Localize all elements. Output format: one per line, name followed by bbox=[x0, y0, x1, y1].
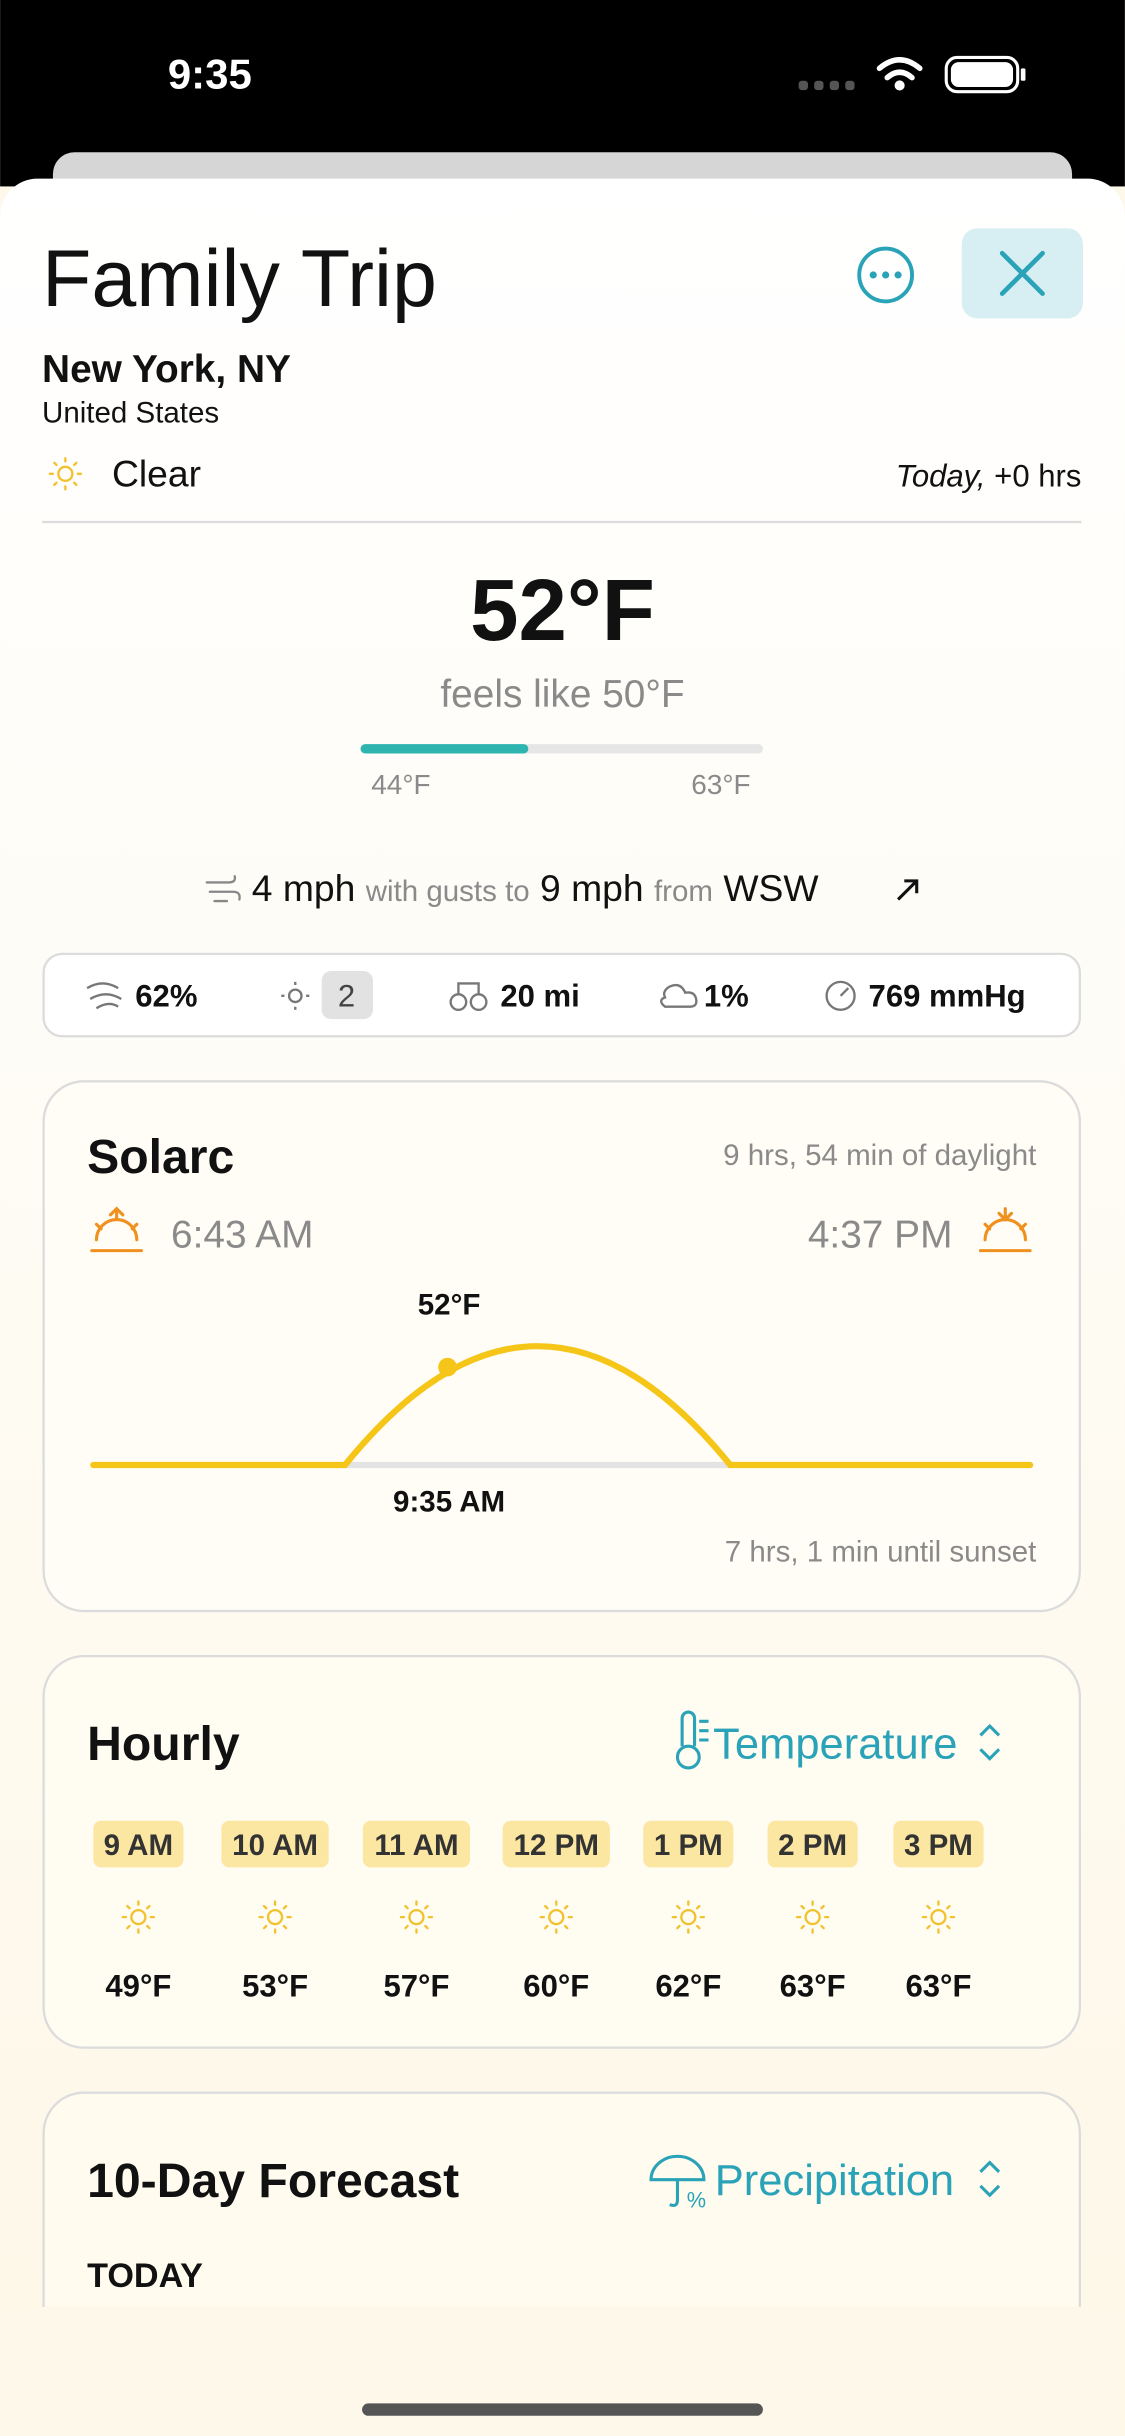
wind-icon bbox=[205, 875, 241, 903]
hour-pill bbox=[221, 1820, 329, 1868]
stat-value: 20 mi bbox=[500, 979, 579, 1014]
direction-arrow bbox=[896, 879, 919, 901]
bottom-bar bbox=[0, 2307, 1125, 2436]
forecast-title: 10-Day Forecast bbox=[87, 2154, 459, 2208]
hour-time: 3 PM bbox=[904, 1829, 973, 1862]
wind-speed: 4 mph bbox=[252, 867, 356, 909]
stat-value: 62% bbox=[135, 979, 197, 1014]
sunset-icon bbox=[978, 1207, 1032, 1253]
temp-range-fill bbox=[360, 744, 529, 754]
wind-direction: WSW bbox=[723, 867, 819, 909]
more-button[interactable] bbox=[857, 246, 914, 304]
hour-pill bbox=[643, 1820, 734, 1868]
hourly-title: Hourly bbox=[87, 1717, 240, 1771]
umbrella-percent: % bbox=[687, 2188, 706, 2213]
hourly-selector[interactable]: Temperature bbox=[713, 1721, 957, 1769]
hour-time: 2 PM bbox=[778, 1829, 847, 1862]
sun-time: 9:35 AM bbox=[393, 1486, 505, 1519]
hours: 9 AM 49°F 10 AM 53°F 11 AM 57°F 12 PM 60°F 1 PM 6… bbox=[93, 1820, 984, 2003]
stat-value: 769 mmHg bbox=[869, 979, 1026, 1014]
hour-temp: 60°F bbox=[523, 1968, 589, 2003]
hour-temp: 49°F bbox=[105, 1968, 171, 2003]
low-temp: 44°F bbox=[371, 769, 430, 800]
solarc-title: Solarc bbox=[87, 1130, 234, 1184]
sun-position bbox=[438, 1357, 457, 1377]
hour-temp: 63°F bbox=[780, 1968, 846, 2003]
condition: Clear bbox=[112, 452, 201, 494]
hour-pill bbox=[93, 1820, 184, 1868]
stat-value: 2 bbox=[338, 979, 355, 1014]
forecast-day: TODAY bbox=[87, 2257, 203, 2295]
temperature: 52°F bbox=[470, 562, 655, 659]
signal-icon bbox=[798, 80, 855, 91]
sunrise-icon bbox=[90, 1206, 144, 1253]
wind: 4 mph with gusts to 9 mph from WSW bbox=[252, 867, 820, 909]
sunset: 4:37 PM bbox=[808, 1214, 953, 1257]
battery-icon bbox=[944, 55, 1026, 94]
thermometer-icon bbox=[675, 1710, 709, 1770]
hour-pill bbox=[502, 1820, 610, 1868]
hour-pill bbox=[893, 1820, 984, 1868]
hour-temp: 62°F bbox=[655, 1968, 721, 2003]
hour-temp: 57°F bbox=[383, 1968, 449, 2003]
date-label: Today, bbox=[896, 458, 986, 493]
gusts-label: with gusts to bbox=[365, 875, 530, 908]
stat-value: 1% bbox=[704, 979, 749, 1014]
home-indicator bbox=[362, 2403, 763, 2416]
from-label: from bbox=[654, 875, 713, 908]
hour-time: 11 AM bbox=[374, 1829, 458, 1862]
forecast-selector[interactable]: Precipitation bbox=[715, 2157, 954, 2205]
offset: +0 hrs bbox=[994, 458, 1081, 493]
stats-icons bbox=[86, 980, 856, 1011]
hourly-chevron[interactable] bbox=[979, 1723, 1001, 1761]
sun-temp: 52°F bbox=[418, 1288, 481, 1321]
hour-pill bbox=[362, 1820, 471, 1868]
time-offset: Today, +0 hrs bbox=[896, 458, 1082, 493]
title: Family Trip bbox=[42, 234, 437, 324]
hour-time: 9 AM bbox=[104, 1829, 173, 1862]
hour-time: 12 PM bbox=[514, 1829, 599, 1862]
high-temp: 63°F bbox=[691, 769, 750, 800]
location: New York, NY bbox=[42, 348, 291, 391]
status-time: 9:35 bbox=[168, 51, 252, 98]
close-button[interactable] bbox=[961, 228, 1083, 319]
hour-time: 10 AM bbox=[232, 1829, 318, 1862]
hour-time: 1 PM bbox=[654, 1829, 723, 1862]
until-sunset: 7 hrs, 1 min until sunset bbox=[725, 1535, 1037, 1568]
hour-pill bbox=[767, 1820, 858, 1868]
umbrella-icon bbox=[649, 2154, 706, 2207]
hour-temp: 53°F bbox=[242, 1968, 308, 2003]
country: United States bbox=[42, 397, 219, 430]
uv-badge bbox=[321, 970, 373, 1020]
hour-temp: 63°F bbox=[905, 1968, 971, 2003]
wind-gusts: 9 mph bbox=[540, 867, 644, 909]
forecast-card bbox=[42, 2091, 1082, 2308]
feels-like: feels like 50°F bbox=[440, 673, 684, 716]
wifi-icon bbox=[876, 57, 923, 91]
forecast-chevron[interactable] bbox=[979, 2160, 1001, 2198]
stats-box bbox=[42, 952, 1082, 1038]
sunrise: 6:43 AM bbox=[171, 1214, 313, 1257]
daylight: 9 hrs, 54 min of daylight bbox=[723, 1139, 1036, 1172]
sun-path bbox=[90, 1343, 1034, 1469]
